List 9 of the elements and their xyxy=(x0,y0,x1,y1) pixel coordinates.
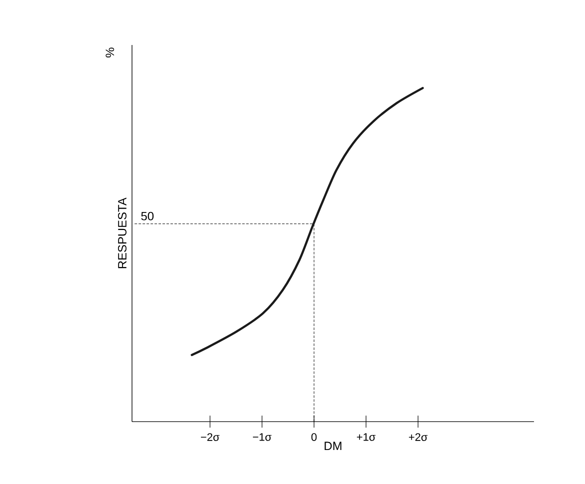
x-axis-title: DM xyxy=(324,442,342,450)
annotation: 50 xyxy=(141,212,154,220)
text: % xyxy=(106,48,114,58)
x-tick-label: 0 xyxy=(311,433,317,441)
x-tick-label: −2σ xyxy=(200,433,220,441)
y-axis-title: RESPUESTA xyxy=(118,198,126,268)
x-tick-label: −1σ xyxy=(252,433,272,441)
x-tick-label: +2σ xyxy=(408,433,428,441)
x-tick-label: +1σ xyxy=(356,433,376,441)
